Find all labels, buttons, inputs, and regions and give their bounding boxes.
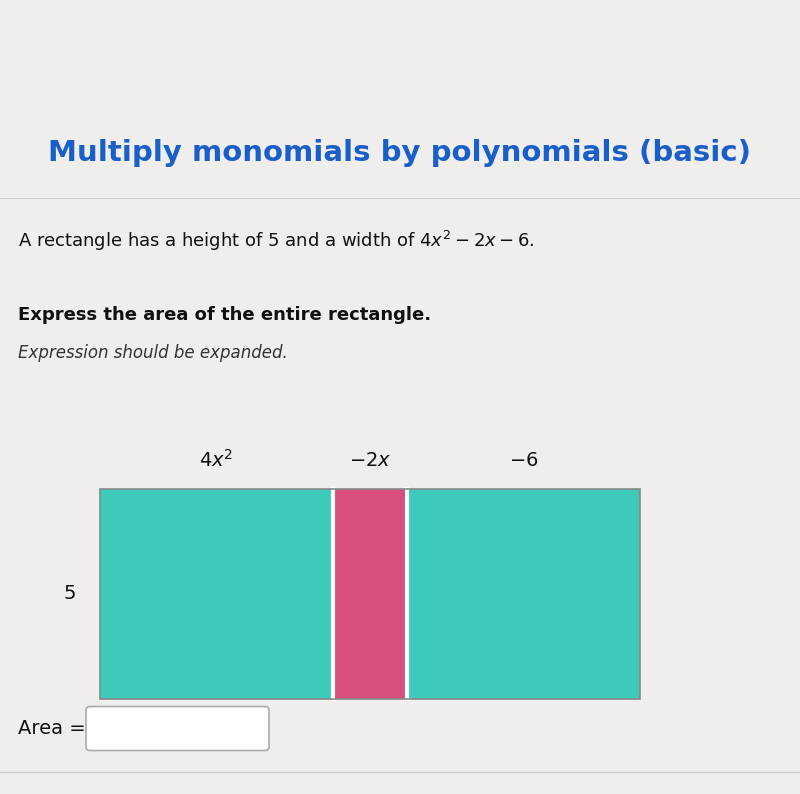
Bar: [100, 488, 333, 699]
FancyBboxPatch shape: [86, 707, 269, 750]
Text: Area =: Area =: [18, 719, 86, 738]
Text: $-6$: $-6$: [509, 452, 538, 471]
Text: A rectangle has a height of 5 and a width of $4x^2 - 2x - 6$.: A rectangle has a height of 5 and a widt…: [18, 229, 534, 252]
Bar: [100, 488, 640, 699]
Text: Express the area of the entire rectangle.: Express the area of the entire rectangle…: [18, 306, 431, 325]
Bar: [333, 488, 407, 699]
Bar: [407, 488, 640, 699]
Text: $4x^2$: $4x^2$: [199, 449, 234, 471]
Text: 5: 5: [64, 584, 76, 603]
Text: Multiply monomials by polynomials (basic): Multiply monomials by polynomials (basic…: [49, 139, 751, 167]
Text: Expression should be expanded.: Expression should be expanded.: [18, 344, 288, 361]
Text: $-2x$: $-2x$: [349, 452, 391, 471]
